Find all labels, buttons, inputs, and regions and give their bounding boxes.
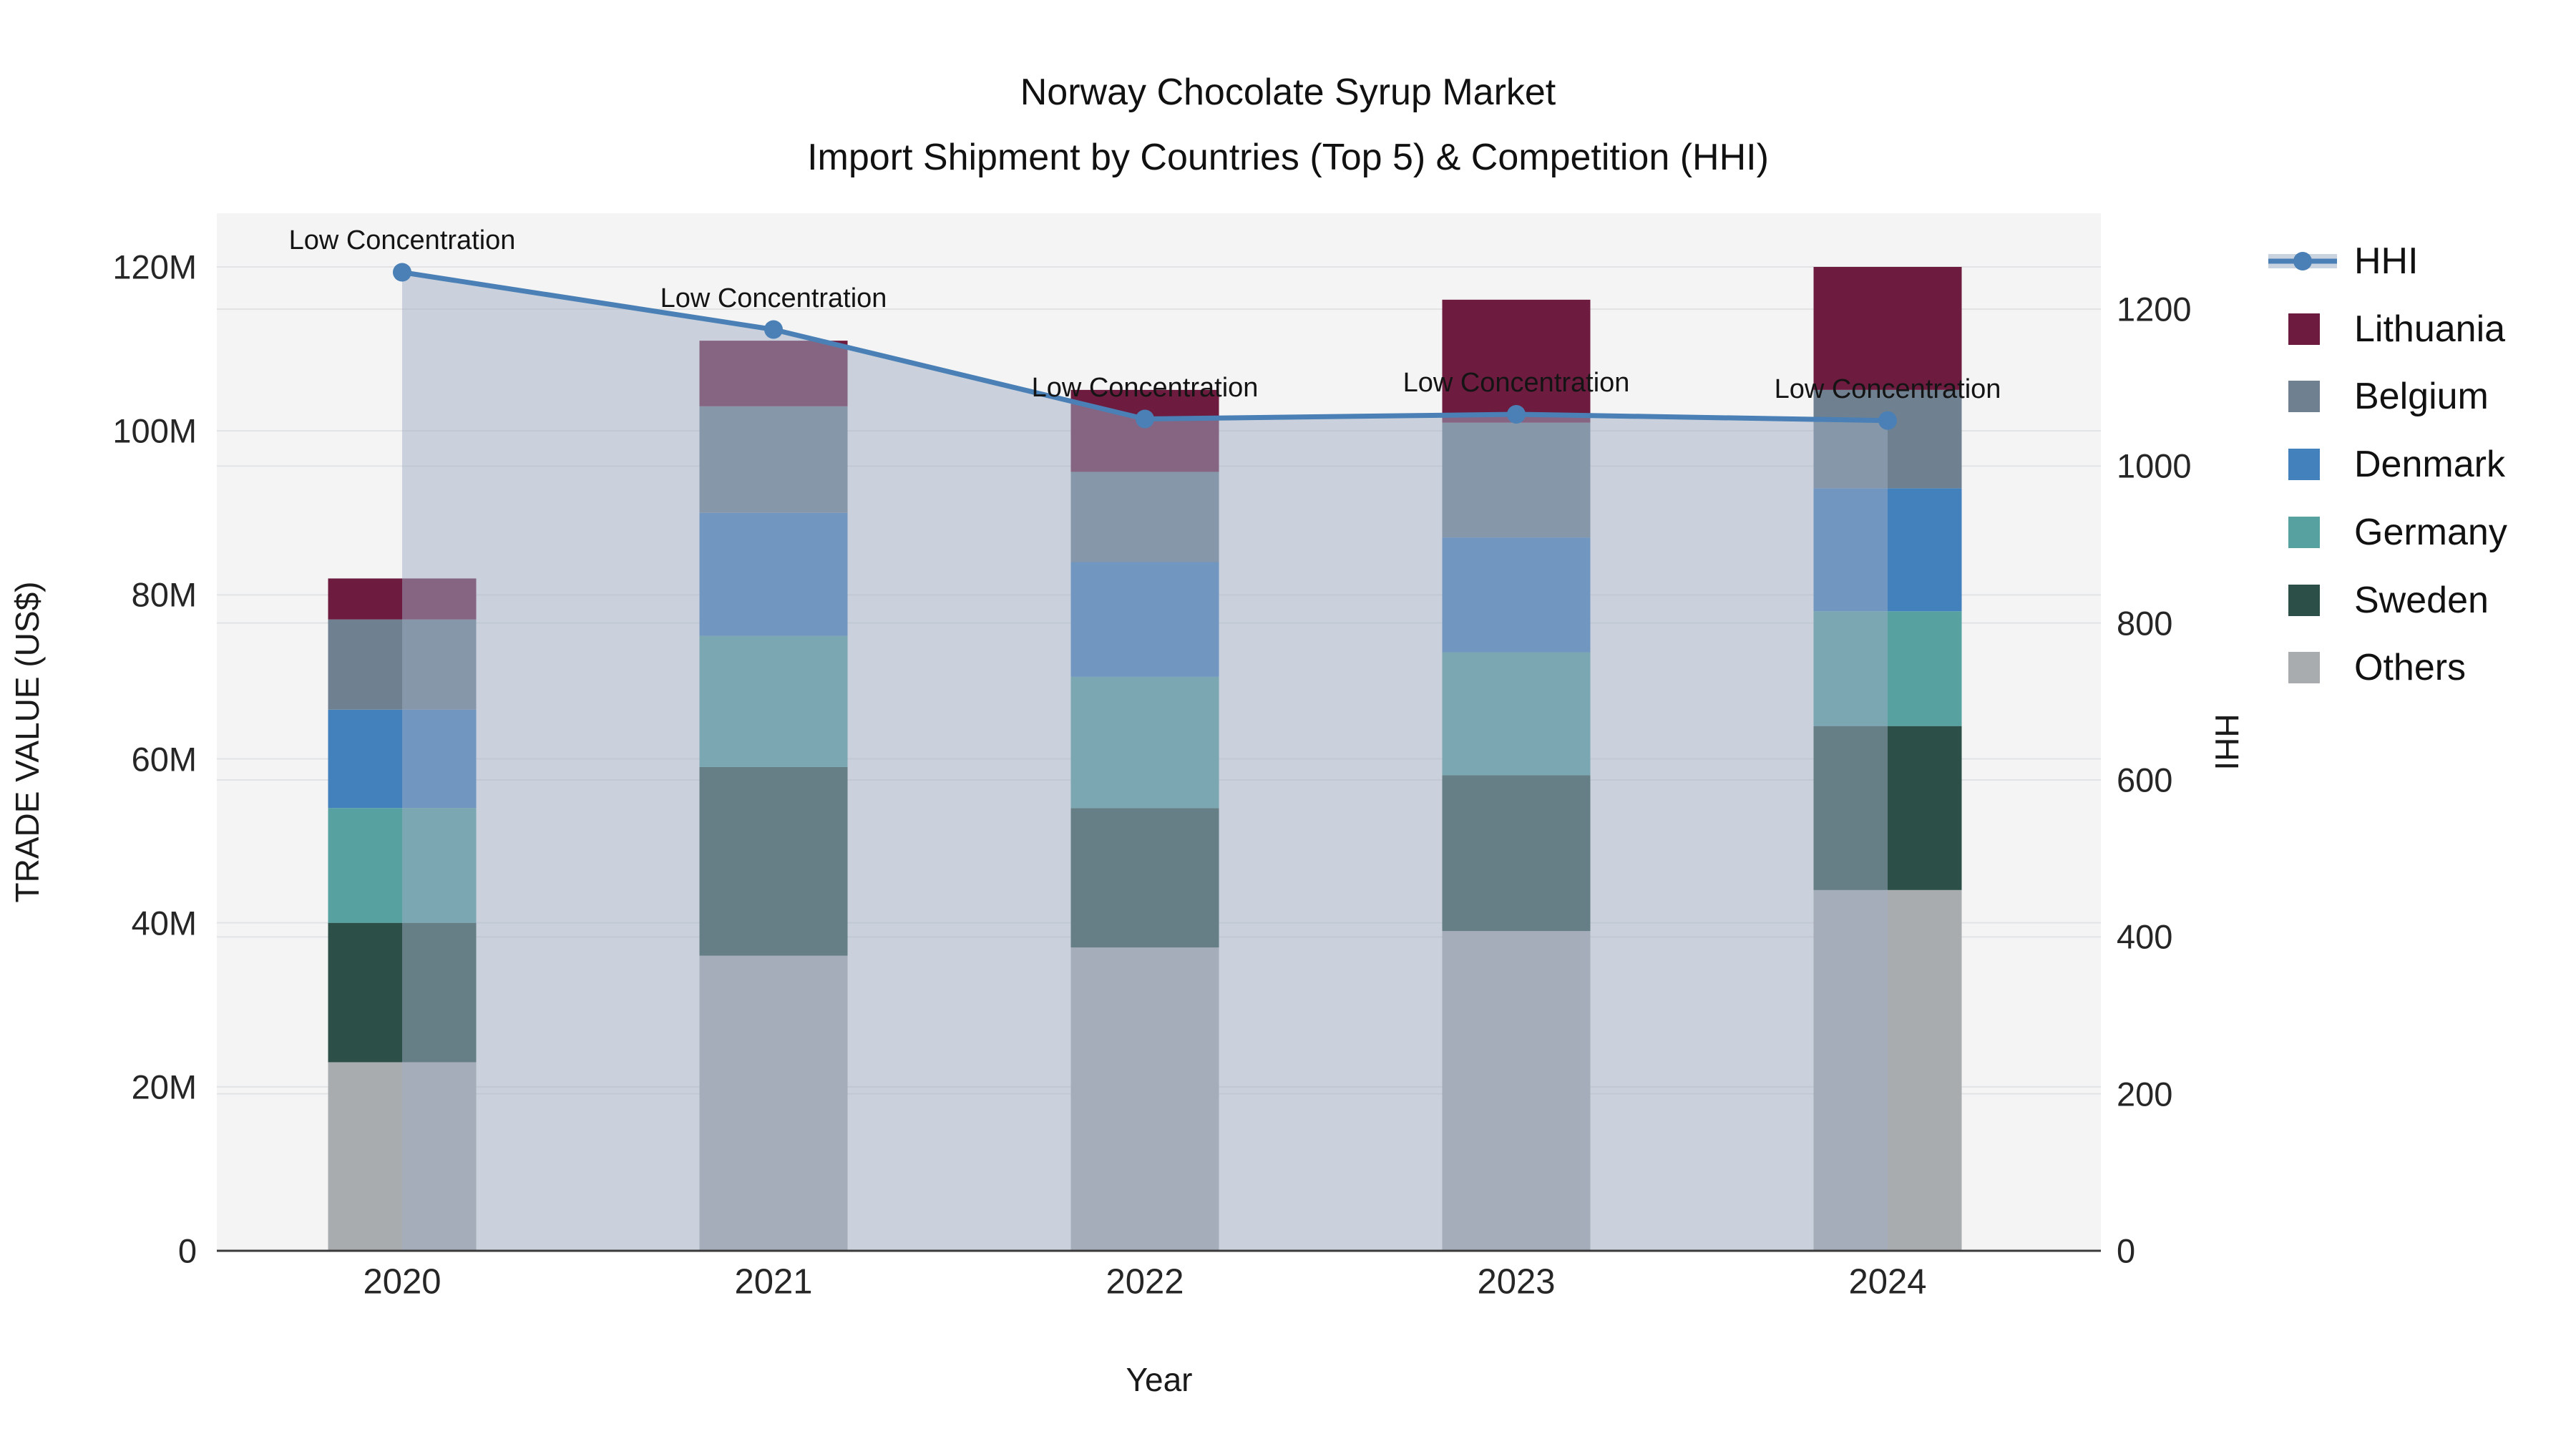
y-right-tick-600: 600 bbox=[2117, 761, 2173, 799]
legend-item-lithuania[interactable]: Lithuania bbox=[2288, 304, 2505, 354]
legend-swatch-germany bbox=[2288, 516, 2320, 548]
hhi-point-2022[interactable] bbox=[1136, 409, 1154, 429]
y-left-tick-80M: 80M bbox=[131, 575, 197, 614]
annotation-low-concentration-2023: Low Concentration bbox=[1402, 367, 1630, 398]
legend-item-others[interactable]: Others bbox=[2288, 643, 2466, 693]
hhi-point-2023[interactable] bbox=[1507, 405, 1526, 424]
annotation-low-concentration-2024: Low Concentration bbox=[1774, 374, 2001, 404]
hhi-point-2020[interactable] bbox=[393, 263, 411, 282]
legend-item-hhi[interactable]: HHI bbox=[2268, 236, 2419, 286]
legend-item-denmark[interactable]: Denmark bbox=[2288, 439, 2505, 489]
y-left-tick-0: 0 bbox=[177, 1231, 197, 1270]
legend-label-lithuania: Lithuania bbox=[2354, 308, 2506, 350]
y-right-tick-400: 400 bbox=[2117, 917, 2173, 956]
x-axis-title: Year bbox=[1126, 1361, 1193, 1398]
y-left-tick-60M: 60M bbox=[131, 740, 197, 778]
y-axis-right-title: HHI bbox=[2208, 713, 2245, 771]
hhi-point-2024[interactable] bbox=[1878, 411, 1897, 430]
x-tick-2024: 2024 bbox=[1848, 1262, 1927, 1302]
hhi-legend-line-icon bbox=[2268, 252, 2337, 270]
y-right-tick-200: 200 bbox=[2117, 1075, 2173, 1113]
y-right-tick-800: 800 bbox=[2117, 604, 2173, 643]
legend-label-hhi: HHI bbox=[2354, 240, 2419, 282]
legend-swatch-denmark bbox=[2288, 449, 2320, 481]
legend-swatch-sweden bbox=[2288, 584, 2320, 616]
annotation-low-concentration-2020: Low Concentration bbox=[288, 225, 516, 256]
bar-segment-lithuania-2024[interactable] bbox=[1813, 267, 1962, 390]
legend-swatch-others bbox=[2288, 652, 2320, 684]
y-right-tick-0: 0 bbox=[2117, 1231, 2136, 1270]
y-left-tick-100M: 100M bbox=[112, 411, 197, 450]
y-right-tick-1000: 1000 bbox=[2117, 447, 2192, 485]
legend-label-denmark: Denmark bbox=[2354, 444, 2505, 486]
y-left-tick-40M: 40M bbox=[131, 904, 197, 942]
x-tick-2021: 2021 bbox=[734, 1262, 813, 1302]
legend-swatch-belgium bbox=[2288, 381, 2320, 413]
bar-segment-lithuania-2023[interactable] bbox=[1442, 299, 1591, 423]
legend-label-belgium: Belgium bbox=[2354, 376, 2489, 418]
legend-label-sweden: Sweden bbox=[2354, 579, 2489, 621]
annotation-low-concentration-2022: Low Concentration bbox=[1031, 372, 1259, 403]
y-right-tick-1200: 1200 bbox=[2117, 290, 2192, 328]
legend-item-sweden[interactable]: Sweden bbox=[2288, 575, 2489, 625]
y-axis-left-title: TRADE VALUE (US$) bbox=[9, 581, 46, 903]
y-left-tick-20M: 20M bbox=[131, 1068, 197, 1106]
chart-subtitle: Import Shipment by Countries (Top 5) & C… bbox=[807, 137, 1769, 178]
legend-swatch-lithuania bbox=[2288, 313, 2320, 345]
x-tick-2020: 2020 bbox=[363, 1262, 441, 1302]
y-left-tick-120M: 120M bbox=[112, 248, 197, 286]
legend-item-belgium[interactable]: Belgium bbox=[2288, 371, 2489, 421]
legend-label-germany: Germany bbox=[2354, 511, 2507, 553]
annotation-low-concentration-2021: Low Concentration bbox=[660, 283, 887, 313]
hhi-point-2021[interactable] bbox=[764, 320, 783, 339]
legend-label-others: Others bbox=[2354, 647, 2467, 689]
legend-item-germany[interactable]: Germany bbox=[2288, 507, 2507, 557]
x-tick-2023: 2023 bbox=[1477, 1262, 1556, 1302]
hhi-area-fill bbox=[402, 272, 1888, 1251]
chart-title: Norway Chocolate Syrup Market bbox=[1020, 72, 1556, 113]
x-tick-2022: 2022 bbox=[1106, 1262, 1184, 1302]
